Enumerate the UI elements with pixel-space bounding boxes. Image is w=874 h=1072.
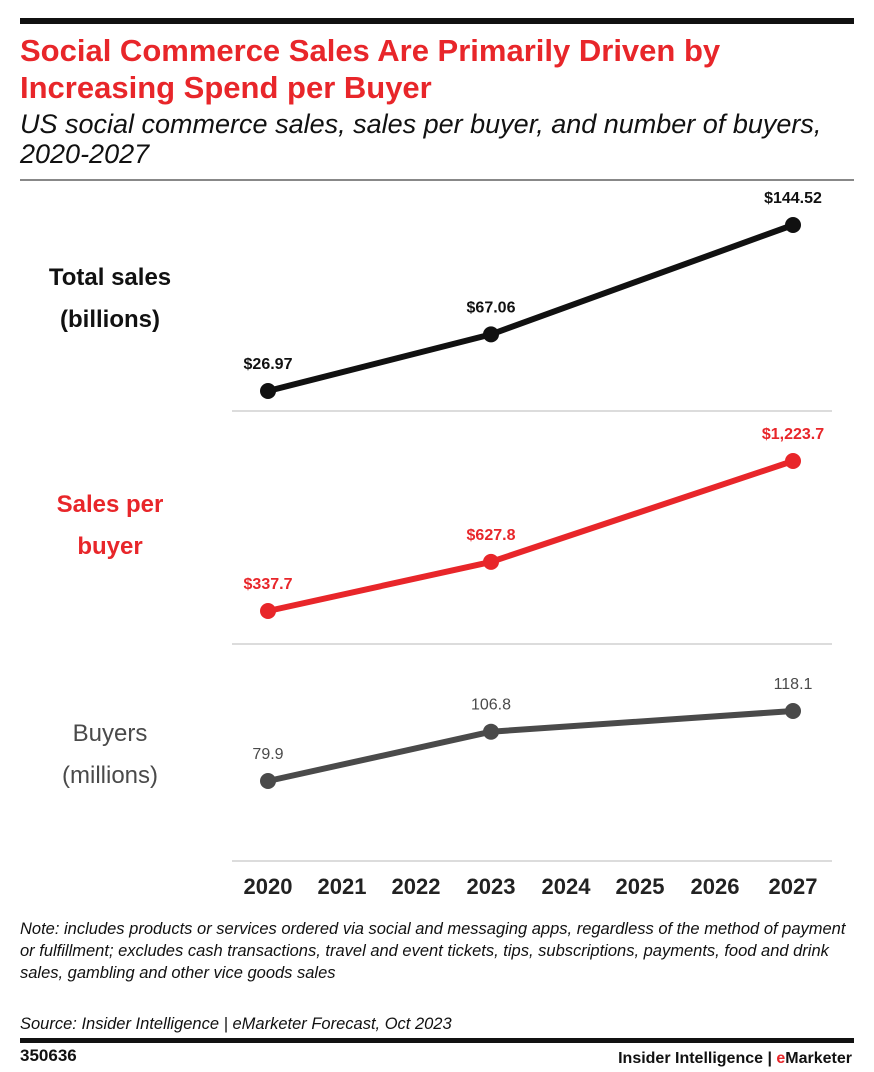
panel-1: Total sales (billions) $26.97 $67.06 $144.52 <box>49 190 832 412</box>
panel-label: Sales per <box>57 491 164 518</box>
data-label: $627.8 <box>467 527 516 544</box>
x-axis: 2020 2021 2022 2023 2024 2025 2026 2027 <box>244 874 818 899</box>
data-point <box>483 553 499 570</box>
data-label: $1,223.7 <box>762 426 824 443</box>
x-tick-label: 2024 <box>542 874 592 899</box>
bottom-rule <box>20 1038 854 1043</box>
footnote: Note: includes products or services orde… <box>20 920 846 982</box>
data-point <box>260 383 276 399</box>
panel-label: (millions) <box>62 762 158 789</box>
chart-subtitle: US social commerce sales, sales per buye… <box>20 109 822 169</box>
data-point <box>483 723 499 740</box>
data-label: 79.9 <box>252 746 283 763</box>
panel-label: (billions) <box>60 306 160 333</box>
top-rule <box>20 18 854 24</box>
x-tick-label: 2025 <box>616 874 665 899</box>
x-tick-label: 2021 <box>318 874 367 899</box>
data-label: $337.7 <box>244 576 293 593</box>
data-point <box>785 453 801 469</box>
data-label: 106.8 <box>471 697 511 714</box>
data-point <box>260 603 276 619</box>
source-line: Source: Insider Intelligence | eMarketer… <box>20 1015 452 1033</box>
brand-logo: Insider Intelligence | eMarketer <box>618 1050 852 1068</box>
chart-panels: Total sales (billions) $26.97 $67.06 $144.52… <box>49 190 832 862</box>
panel-2: Sales per buyer $337.7 $627.8 $1,223.7 <box>57 426 832 645</box>
x-tick-label: 2022 <box>392 874 441 899</box>
brand-suffix: Marketer <box>785 1050 852 1067</box>
x-tick-label: 2027 <box>769 874 818 899</box>
data-label: $144.52 <box>764 190 822 207</box>
brand-accent: e <box>776 1050 786 1067</box>
data-label: $67.06 <box>467 299 516 316</box>
data-point <box>260 773 276 789</box>
series-line <box>265 708 796 784</box>
subtitle-divider <box>20 179 854 181</box>
data-label: 118.1 <box>774 676 813 693</box>
panel-3: Buyers (millions) 79.9 106.8 118.1 <box>62 676 832 862</box>
x-tick-label: 2026 <box>691 874 740 899</box>
data-point <box>785 703 801 719</box>
panel-label: Total sales <box>49 264 171 291</box>
data-point <box>785 217 801 233</box>
brand-prefix: Insider Intelligence | <box>618 1050 777 1067</box>
chart-title: Social Commerce Sales Are Primarily Driv… <box>20 33 721 105</box>
data-point <box>483 326 499 343</box>
x-tick-label: 2020 <box>244 874 293 899</box>
x-tick-label: 2023 <box>467 874 516 899</box>
series-line <box>265 222 796 394</box>
series-line <box>265 458 796 614</box>
line-chart: Total sales (billions) $26.97 $67.06 $144.52… <box>49 190 832 899</box>
panel-label: buyer <box>77 533 142 560</box>
chart-id: 350636 <box>20 1046 77 1065</box>
data-label: $26.97 <box>244 356 293 373</box>
panel-label: Buyers <box>73 720 148 747</box>
